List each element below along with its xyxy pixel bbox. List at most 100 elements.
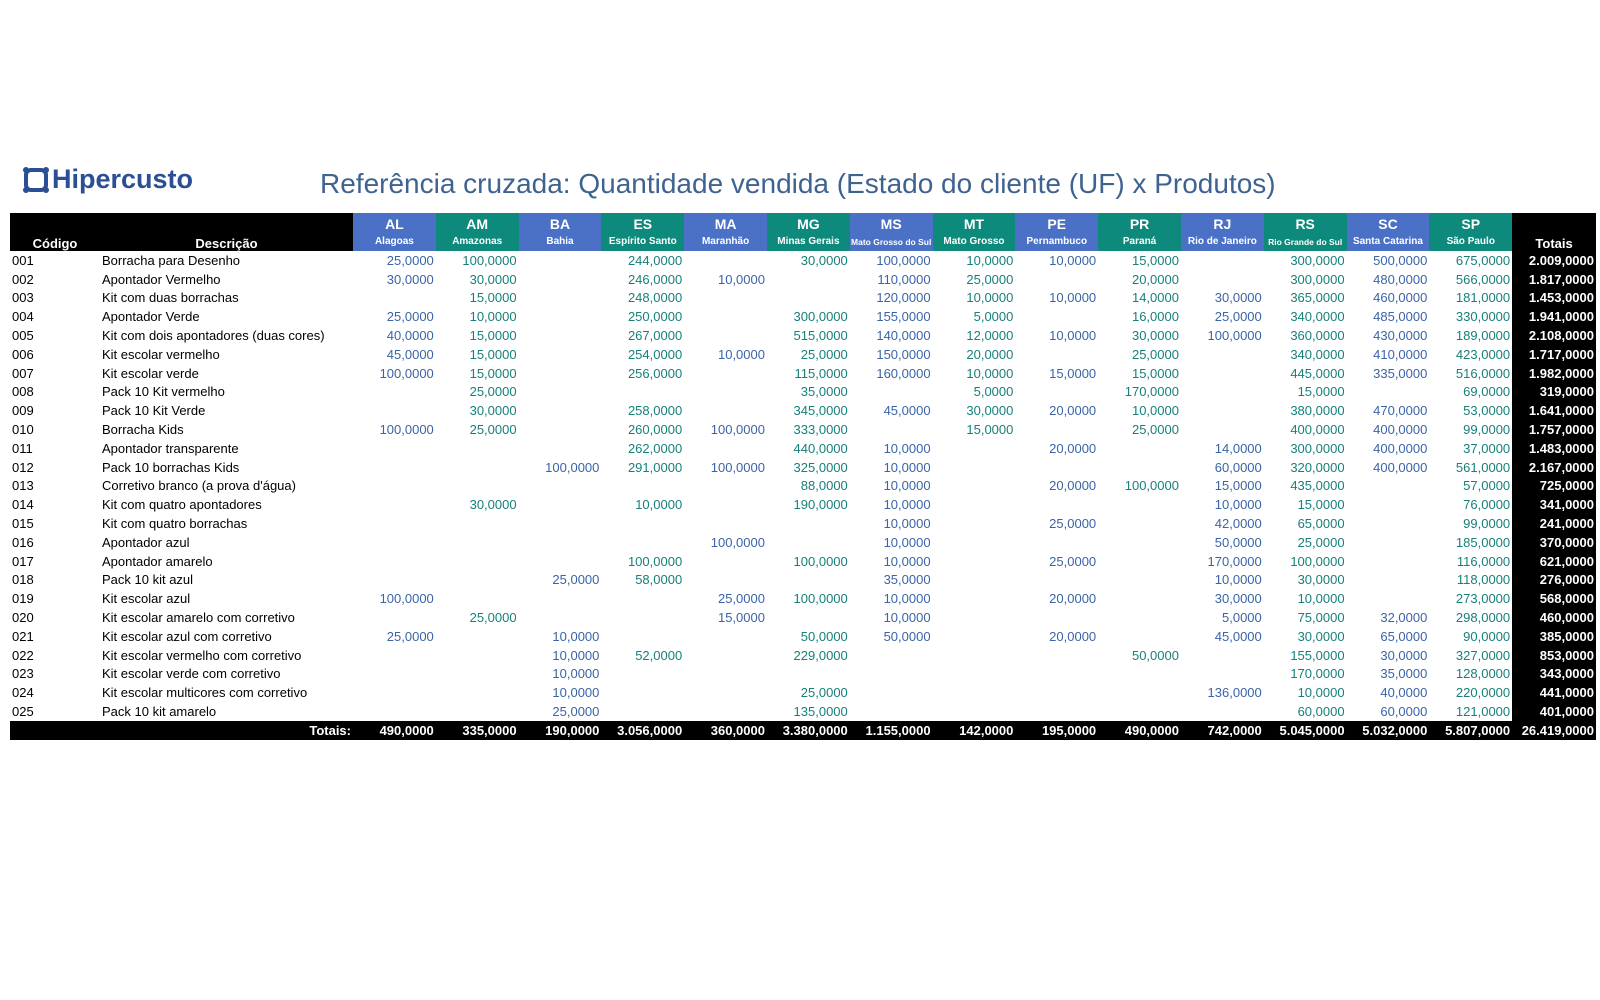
cell: [519, 289, 602, 308]
cell: [353, 571, 436, 590]
cell: 32,0000: [1380, 610, 1428, 626]
code-header: Código: [10, 213, 100, 251]
cell: [436, 458, 519, 477]
cell: [767, 533, 850, 552]
cell: 58,0000: [635, 572, 683, 588]
cell: 330,0000: [1455, 309, 1511, 325]
cell: 25,0000: [386, 309, 434, 325]
row-total: 370,0000: [1512, 532, 1596, 552]
cell: 500,0000: [1373, 252, 1428, 268]
cell: 120,0000: [876, 290, 931, 306]
cell: 69,0000: [1463, 384, 1511, 400]
row-total: 1.982,0000: [1512, 363, 1596, 383]
cell: 53,0000: [1463, 403, 1511, 419]
cell: 10,0000: [883, 553, 931, 569]
state-code: MG: [797, 216, 820, 232]
cell: 45,0000: [883, 403, 931, 419]
cell: 15,0000: [1131, 252, 1179, 268]
state-code: SP: [1461, 216, 1481, 232]
code: 012: [12, 459, 34, 475]
cell: [767, 608, 850, 627]
cell: 65,0000: [1380, 628, 1428, 644]
cell: 248,0000: [627, 290, 683, 306]
cell: [1347, 571, 1430, 590]
row-total: 1.453,0000: [1512, 288, 1596, 308]
cell: 20,0000: [1131, 271, 1179, 287]
cell: 170,0000: [1207, 553, 1262, 569]
cell: [436, 571, 519, 590]
description: Kit escolar azul com corretivo: [102, 628, 272, 644]
row-total: 1.941,0000: [1512, 307, 1596, 327]
cell: [850, 383, 933, 402]
row-total: 2.167,0000: [1512, 457, 1596, 477]
row: 004 Apontador Verde 25,0000 10,0000 250,0000…: [10, 307, 1596, 327]
cell: [519, 383, 602, 402]
cell: [1181, 702, 1264, 721]
row: 011 Apontador transparente 262,0000 440,000…: [10, 438, 1596, 458]
cell: [519, 608, 602, 627]
column-total: 3.380,0000: [766, 720, 850, 740]
description: Kit escolar amarelo com corretivo: [102, 610, 295, 626]
state-code: RJ: [1213, 216, 1232, 232]
cell: 300,0000: [1290, 252, 1345, 268]
cell: 335,0000: [1373, 365, 1428, 381]
cell: 99,0000: [1463, 516, 1511, 532]
cell: 10,0000: [883, 478, 931, 494]
cell: [1347, 533, 1430, 552]
cell: 15,0000: [469, 290, 517, 306]
cell: [684, 307, 767, 326]
cell: 100,0000: [1290, 553, 1345, 569]
cell: [933, 627, 1016, 646]
cell: [1015, 420, 1098, 439]
cell: [684, 439, 767, 458]
cell: 10,0000: [966, 290, 1014, 306]
code: 006: [12, 346, 34, 362]
cell: [684, 401, 767, 420]
row-total: 1.641,0000: [1512, 401, 1596, 421]
row-total: 343,0000: [1512, 664, 1596, 684]
cell: 300,0000: [1290, 271, 1345, 287]
description: Kit escolar vermelho: [102, 346, 220, 362]
description: Kit escolar verde: [102, 365, 199, 381]
cell: 10,0000: [469, 309, 517, 325]
cell: 100,0000: [1207, 328, 1262, 344]
state-name: São Paulo: [1446, 236, 1495, 247]
cell: [933, 533, 1016, 552]
state-name: Rio de Janeiro: [1187, 236, 1257, 247]
state-name: Santa Catarina: [1352, 236, 1423, 247]
row: 006 Kit escolar vermelho 45,0000 15,0000 254…: [10, 344, 1596, 364]
row: 021 Kit escolar azul com corretivo 25,0000…: [10, 626, 1596, 646]
cell: 185,0000: [1455, 534, 1511, 550]
code: 008: [12, 384, 34, 400]
cell: [933, 477, 1016, 496]
row: 001 Borracha para Desenho 25,0000 100,0000 2…: [10, 251, 1596, 270]
state-name: Alagoas: [374, 236, 414, 247]
cell: 10,0000: [1131, 403, 1179, 419]
code: 018: [12, 572, 34, 588]
cell: 110,0000: [877, 271, 931, 287]
cell: 400,0000: [1373, 422, 1428, 438]
code: 024: [12, 685, 34, 701]
cell: 410,0000: [1373, 346, 1428, 362]
cell: [1098, 571, 1181, 590]
cell: 15,0000: [469, 328, 517, 344]
column-total: 142,0000: [932, 720, 1016, 740]
cell: [353, 289, 436, 308]
cell: 50,0000: [1214, 534, 1262, 550]
cell: [684, 646, 767, 665]
cell: 99,0000: [1463, 422, 1511, 438]
cell: [353, 646, 436, 665]
cell: [353, 683, 436, 702]
state-header: MT Mato Grosso: [932, 213, 1016, 251]
code: 004: [12, 309, 34, 325]
description: Apontador Vermelho: [102, 271, 221, 287]
cell: [436, 627, 519, 646]
state-name: Amazonas: [452, 236, 503, 247]
cell: [1181, 401, 1264, 420]
totals-row: Totais: 490,0000 335,0000 190,0000 3.056,000…: [10, 720, 1596, 740]
state-header: MS Mato Grosso do Sul: [849, 213, 933, 251]
cell: 30,0000: [469, 403, 517, 419]
cell: 10,0000: [966, 365, 1014, 381]
cell: 42,0000: [1214, 516, 1262, 532]
state-code: MS: [880, 216, 902, 232]
